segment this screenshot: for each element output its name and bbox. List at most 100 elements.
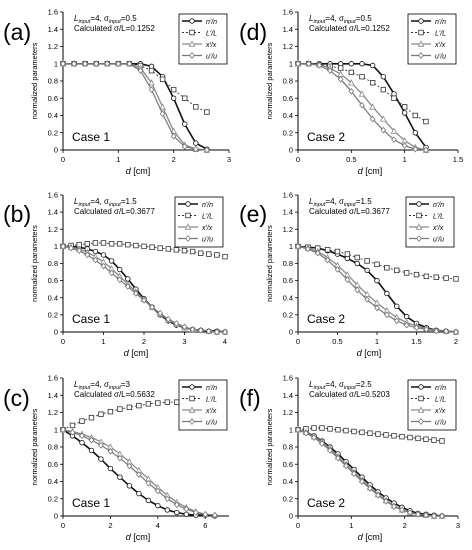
data-point [344, 251, 351, 257]
data-point [374, 277, 380, 284]
y-tick-label: 0.2 [48, 494, 58, 503]
x-axis-label-var: d [126, 532, 132, 542]
series-4 [295, 243, 459, 336]
data-point [401, 104, 408, 110]
data-point [159, 76, 166, 82]
data-point [334, 266, 341, 273]
y-tick-label: 0.8 [283, 443, 293, 452]
x-tick-label: 4 [223, 337, 227, 346]
x-tick-label: 0 [61, 521, 65, 530]
legend: n'/n L'/L x'/x u'/u [178, 13, 228, 65]
annotation-part: =2.5 [356, 380, 372, 389]
y-tick-label: 0.6 [283, 276, 293, 285]
legend-label: n'/n [206, 385, 217, 392]
data-point [343, 462, 349, 470]
y-tick-label: 1.6 [48, 374, 58, 383]
data-point [295, 426, 301, 434]
y-tick-label: 0.2 [283, 494, 293, 503]
data-point [403, 321, 410, 329]
y-tick-label: 0.8 [48, 259, 58, 268]
x-axis-label-unit: [cm] [129, 348, 149, 358]
data-point [69, 429, 76, 436]
data-point [390, 127, 398, 134]
data-point [159, 110, 166, 118]
legend-label: u'/u [435, 419, 446, 426]
legend-marker [418, 52, 424, 59]
data-point [335, 454, 341, 462]
data-point [164, 507, 171, 513]
y-tick-label: 0.4 [283, 477, 293, 486]
x-axis-label-var: d [358, 532, 364, 542]
legend-label: L'/L [433, 213, 444, 220]
y-tick-label: 0.4 [48, 477, 58, 486]
y-tick-label: 0.2 [283, 128, 293, 137]
data-point [157, 245, 163, 251]
data-point [391, 136, 397, 143]
data-point [295, 60, 301, 68]
data-point [303, 429, 309, 437]
panel-label: (b) [3, 201, 31, 227]
x-tick-label: 1 [349, 521, 353, 530]
series-4 [60, 60, 210, 154]
y-tick-label: 1.4 [48, 391, 58, 400]
data-point [453, 276, 459, 282]
y-tick-label: 0.2 [48, 310, 58, 319]
legend: n'/n L'/L x'/x u'/u [174, 196, 224, 248]
x-tick-label: 2 [454, 337, 458, 346]
annotation-line-2: Calculated σ/L=0.3677 [309, 207, 390, 216]
annotation-line-1: Linput=4, σinput=3 [74, 380, 131, 391]
legend-label: u'/u [206, 53, 217, 60]
annotation-part: L [309, 197, 313, 206]
data-point [117, 474, 123, 480]
data-point [149, 244, 155, 250]
data-point [337, 65, 344, 71]
legend-marker [189, 18, 195, 24]
data-point [136, 402, 142, 409]
annotation-part: input [313, 202, 325, 208]
x-axis-label-var: d [357, 348, 363, 358]
legend-marker [416, 212, 422, 219]
x-axis-label: d [cm] [124, 348, 149, 358]
data-point [337, 75, 344, 83]
y-tick-label: 0.6 [48, 460, 58, 469]
y-tick-label: 0 [289, 146, 293, 155]
x-tick-label: 6 [203, 521, 207, 530]
data-point [192, 145, 199, 153]
legend-marker [189, 395, 195, 402]
data-point [155, 400, 161, 406]
data-point [337, 61, 344, 67]
data-point [394, 303, 400, 310]
x-tick-label: 2 [403, 521, 407, 530]
data-point [305, 245, 311, 253]
data-point [192, 509, 199, 516]
data-point [375, 491, 381, 499]
annotation-part: input [109, 385, 121, 391]
data-point [407, 509, 413, 516]
x-axis-label: d [cm] [358, 532, 383, 542]
data-point [79, 439, 85, 446]
legend-marker [185, 201, 191, 207]
data-point [384, 265, 390, 271]
legend-label: x'/x [205, 408, 217, 415]
y-axis-label: normalized parameters [30, 42, 39, 119]
data-point [60, 243, 66, 250]
y-tick-label: 1.2 [48, 225, 58, 234]
x-tick-label: 2 [108, 521, 112, 530]
chart-panel: (d) 0 0.2 0.4 0.6 0.8 1 1.2 1.4 1.6 0 0.5 1 1.5 d [cm]… [239, 8, 463, 176]
data-point [60, 426, 66, 434]
data-point [327, 447, 333, 454]
legend-marker [189, 52, 195, 59]
data-point [348, 88, 355, 95]
data-point [415, 435, 421, 442]
data-point [324, 256, 331, 264]
data-point [413, 324, 420, 332]
legend-marker [416, 201, 422, 207]
data-point [141, 243, 147, 250]
data-point [126, 483, 133, 489]
data-point [197, 326, 204, 334]
data-point [164, 495, 171, 503]
y-tick-label: 0.6 [283, 94, 293, 103]
x-tick-label: 1 [403, 155, 407, 164]
data-point [211, 511, 218, 519]
panel-label: (c) [3, 385, 30, 411]
